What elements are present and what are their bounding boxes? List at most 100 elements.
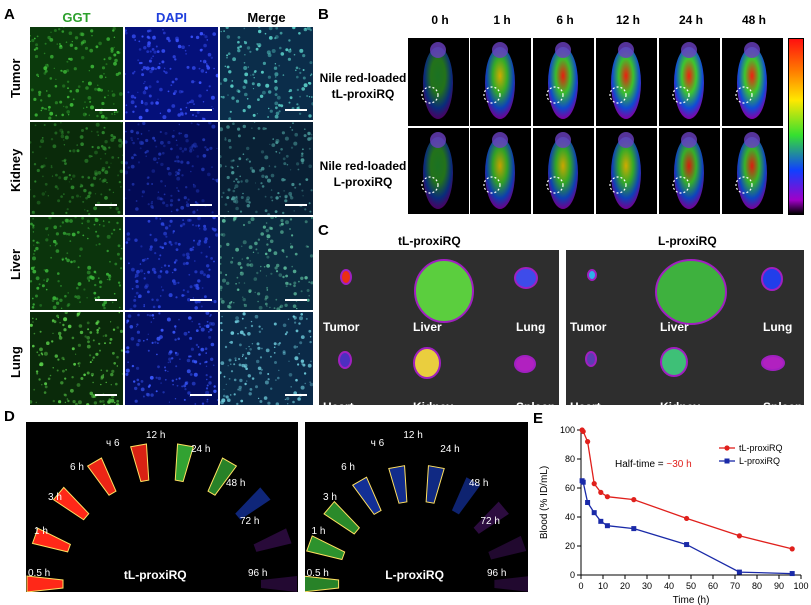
mouse-image-g2-1 xyxy=(470,128,531,214)
mouse-image-g2-4 xyxy=(659,128,720,214)
data-point xyxy=(585,439,591,445)
mouse-image-g1-1 xyxy=(470,38,531,126)
time-label-1: 1 h xyxy=(493,13,511,27)
panel-d-letter: D xyxy=(4,408,15,425)
organ-label-liver: Liver xyxy=(413,320,442,334)
data-point xyxy=(684,542,690,548)
group-1-line-2: tL-proxiRQ xyxy=(331,87,395,101)
legend-marker xyxy=(724,458,730,464)
mouse-image-g2-0 xyxy=(408,128,469,214)
row-label-liver: Liver xyxy=(8,248,23,280)
organ-panel-2: Tumor Liver Lung Heart Kidney Spleen xyxy=(566,250,804,405)
scale-bar xyxy=(285,109,307,111)
data-point xyxy=(591,510,597,516)
micrograph-kidney-dapi xyxy=(125,122,218,215)
mouse-image-g1-2 xyxy=(533,38,594,126)
organ-label-lung: Lung xyxy=(763,320,793,334)
data-point xyxy=(789,571,795,577)
x-tick-label: 20 xyxy=(620,581,630,591)
mouse-image-g1-5 xyxy=(722,38,783,126)
micrograph-liver-dapi xyxy=(125,217,218,310)
x-tick-label: 50 xyxy=(686,581,696,591)
tube-time-label: 0.5 h xyxy=(306,568,329,579)
scale-bar xyxy=(95,394,117,396)
x-tick-label: 0 xyxy=(578,581,583,591)
half-time-annotation: Half-time = ~30 h xyxy=(615,459,692,470)
y-tick-label: 40 xyxy=(565,512,575,522)
row-label-tumor: Tumor xyxy=(8,58,23,98)
panel-c-letter: C xyxy=(318,222,329,239)
time-label-5: 48 h xyxy=(741,13,766,27)
micrograph-tumor-merge xyxy=(220,27,313,120)
row-label-lung: Lung xyxy=(8,346,23,378)
y-tick-label: 0 xyxy=(570,570,575,580)
series-line-1 xyxy=(581,429,793,550)
tube-time-label: 3 h xyxy=(48,492,62,503)
scale-bar xyxy=(285,204,307,206)
mouse-image-g2-5 xyxy=(722,128,783,214)
time-label-4: 24 h xyxy=(678,13,703,27)
col-header-ggt: GGT xyxy=(62,10,91,25)
data-point xyxy=(631,526,637,532)
micrograph-kidney-merge xyxy=(220,122,313,215)
group-1-line-1: Nile red-loaded xyxy=(319,71,407,85)
tube-time-label: ч 6 xyxy=(106,438,120,449)
organ-label-heart: Heart xyxy=(323,400,354,405)
micrograph-tumor-ggt xyxy=(30,27,123,120)
data-point xyxy=(580,428,586,435)
x-tick-label: 10 xyxy=(598,581,608,591)
y-tick-label: 20 xyxy=(565,541,575,551)
organ-panel-1: Tumor Liver Lung Heart Kidney Spleen xyxy=(319,250,559,405)
panel-c-title-left: tL-proxiRQ xyxy=(398,234,461,248)
col-header-merge: Merge xyxy=(247,10,286,25)
legend-marker xyxy=(724,445,730,451)
scale-bar xyxy=(190,299,212,301)
tube-time-label: 6 h xyxy=(341,462,355,473)
mouse-image-g2-2 xyxy=(533,128,594,214)
legend-label: tL-proxiRQ xyxy=(739,443,783,453)
series-line-2 xyxy=(581,480,793,575)
micrograph-liver-ggt xyxy=(30,217,123,310)
mouse-image-g2-3 xyxy=(596,128,657,214)
data-point xyxy=(604,523,610,529)
panel-a-letter: A xyxy=(4,6,15,23)
micrograph-kidney-ggt xyxy=(30,122,123,215)
x-tick-label: 30 xyxy=(642,581,652,591)
tube-time-label: 1 h xyxy=(34,526,48,537)
data-point xyxy=(604,494,610,500)
tube-time-label: 48 h xyxy=(226,478,246,489)
data-point xyxy=(736,533,742,539)
tube-time-label: 72 h xyxy=(480,516,500,527)
data-point xyxy=(789,546,795,552)
y-axis-label: Blood (% ID/mL) xyxy=(539,466,550,539)
row-label-kidney: Kidney xyxy=(8,148,23,192)
time-label-3: 12 h xyxy=(615,13,640,27)
scale-bar xyxy=(285,299,307,301)
tube-panel-label: L-proxiRQ xyxy=(385,568,444,582)
y-tick-label: 100 xyxy=(560,425,575,435)
tube-time-label: 96 h xyxy=(248,568,268,579)
data-point xyxy=(736,569,742,575)
colorbar xyxy=(788,38,804,215)
tube-time-label: 48 h xyxy=(468,478,489,489)
panel-b-group-1-label: Nile red-loaded tL-proxiRQ xyxy=(318,70,408,102)
tube-time-label: 1 h xyxy=(311,526,326,537)
micrograph-lung-ggt xyxy=(30,312,123,405)
tube-time-label: 3 h xyxy=(323,492,337,503)
x-axis-label: Time (h) xyxy=(673,595,710,605)
y-tick-label: 80 xyxy=(565,454,575,464)
x-tick-label: 40 xyxy=(664,581,674,591)
mouse-image-g1-0 xyxy=(408,38,469,126)
x-tick-label: 100 xyxy=(793,581,808,591)
organ-label-tumor: Tumor xyxy=(323,320,360,334)
x-tick-label: 70 xyxy=(730,581,740,591)
micrograph-liver-merge xyxy=(220,217,313,310)
panel-c-title-right: L-proxiRQ xyxy=(658,234,717,248)
tube-time-label: 12 h xyxy=(403,430,423,441)
scale-bar xyxy=(285,394,307,396)
tube-time-label: 24 h xyxy=(440,444,460,455)
tube-time-label: 96 h xyxy=(487,568,507,579)
tube-time-label: 24 h xyxy=(191,444,211,455)
x-tick-label: 80 xyxy=(752,581,762,591)
micrograph-lung-dapi xyxy=(125,312,218,405)
